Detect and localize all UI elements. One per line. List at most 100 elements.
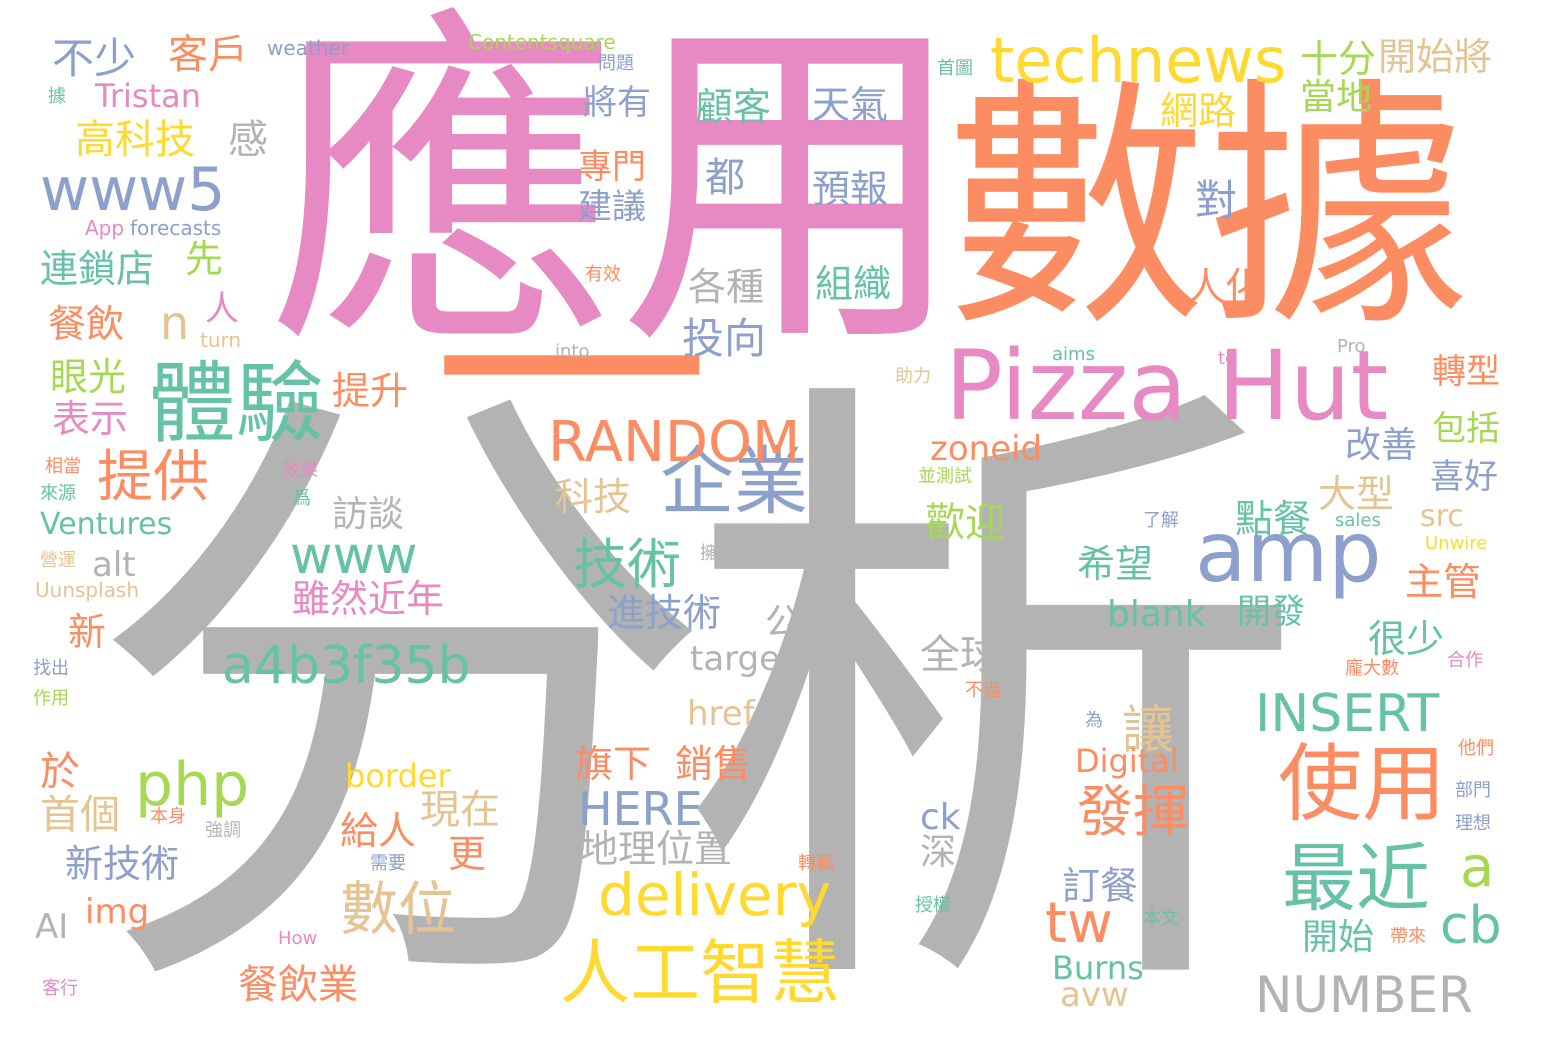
word: 提供 xyxy=(97,445,209,510)
word: 眼光 xyxy=(50,355,127,399)
word: 不過 xyxy=(965,680,1001,701)
word: 投向 xyxy=(682,314,767,363)
word: 據 xyxy=(48,86,66,107)
word: Unwire xyxy=(1425,533,1488,554)
word: 企業 xyxy=(660,439,808,525)
word: 連鎖店 xyxy=(40,247,155,291)
word: 包括 xyxy=(1432,409,1500,449)
word: 天氣 xyxy=(812,83,889,127)
word: 組織 xyxy=(815,262,892,306)
word: sales xyxy=(1335,510,1381,531)
word: AI xyxy=(35,907,69,947)
word: RANDOM xyxy=(548,410,801,475)
word: Uunsplash xyxy=(35,578,140,602)
word: 強調 xyxy=(205,820,241,841)
word: 銷售 xyxy=(675,742,752,786)
word: 效果 xyxy=(282,460,318,481)
word: Pizza Hut xyxy=(945,330,1389,442)
word: 大型 xyxy=(1318,472,1395,516)
word: 當地 xyxy=(1300,77,1373,118)
word: Contentsquare xyxy=(468,30,616,54)
word: 於 xyxy=(40,749,80,795)
word: 本文 xyxy=(1143,908,1179,929)
word: 助力 xyxy=(895,366,931,387)
word: 各種 xyxy=(688,265,765,309)
word: 對 xyxy=(1195,176,1238,225)
word: www5 xyxy=(40,155,226,225)
word: 分析 xyxy=(85,333,1309,1052)
word: How xyxy=(278,928,318,949)
word: 需要 xyxy=(370,853,406,874)
word: forecasts xyxy=(130,216,222,240)
word: technews xyxy=(990,24,1287,97)
word: img xyxy=(85,892,150,932)
word: 很少 xyxy=(1368,617,1445,661)
word: 找出 xyxy=(33,658,69,679)
word: 地理位置 xyxy=(580,827,733,871)
word: blank xyxy=(1107,594,1206,635)
word: 開始將 xyxy=(1378,35,1493,79)
word: 旗下 xyxy=(575,742,652,786)
word: border xyxy=(345,757,451,795)
word: 客行 xyxy=(42,978,78,999)
word: 將有 xyxy=(583,83,651,123)
word: 有效 xyxy=(585,264,621,285)
word: 數據 xyxy=(945,56,1469,361)
word: to xyxy=(1218,348,1237,369)
word: 提升 xyxy=(332,369,409,413)
word: 應用 xyxy=(268,0,968,391)
word: zoneid xyxy=(930,429,1043,469)
word: 最近 xyxy=(1282,836,1430,922)
word: 訪談 xyxy=(332,494,405,535)
word: into xyxy=(555,341,590,362)
word: 他們 xyxy=(1458,738,1494,759)
word: 發揮 xyxy=(1077,780,1189,845)
word: 科技 xyxy=(555,475,632,519)
word: avw xyxy=(1060,975,1129,1015)
word: n xyxy=(160,296,190,350)
word: 十分 xyxy=(1300,37,1377,81)
word: a4b3f35b xyxy=(222,636,471,696)
word: 一 xyxy=(432,238,711,513)
word: 改善 xyxy=(1345,425,1418,466)
word: 全球 xyxy=(920,632,1000,678)
word: 現在 xyxy=(420,787,500,833)
word: 作用 xyxy=(33,688,69,709)
word: 合作 xyxy=(1447,650,1483,671)
word: 專門 xyxy=(578,147,646,187)
word: 技術 xyxy=(573,533,681,596)
word: App xyxy=(85,216,125,240)
word: 首圖 xyxy=(937,58,973,79)
word: 網路 xyxy=(1160,89,1237,133)
word: 帶來 xyxy=(1390,926,1426,947)
word: 轉載 xyxy=(798,853,834,874)
word: 建議 xyxy=(578,187,646,227)
word: 開發 xyxy=(1237,592,1305,632)
word: 都 xyxy=(705,155,745,201)
word: 高科技 xyxy=(75,117,195,163)
word: 來源 xyxy=(40,483,76,504)
word: 本身 xyxy=(150,806,186,827)
word: Digital xyxy=(1075,742,1179,780)
word: 轉型 xyxy=(1432,352,1500,392)
word: 新技術 xyxy=(65,842,180,886)
word: 更 xyxy=(448,832,487,876)
word: 營運 xyxy=(40,550,76,571)
word: 給人 xyxy=(340,809,417,853)
word: 餐飲業 xyxy=(238,962,358,1008)
word: 更好 xyxy=(1105,426,1141,447)
word: 感 xyxy=(228,117,268,163)
word: 顧 xyxy=(540,516,558,537)
word: 爲 xyxy=(293,488,311,509)
word: 希望 xyxy=(1077,542,1154,586)
word: HERE xyxy=(578,782,703,836)
word: turn xyxy=(200,328,242,352)
word: 預報 xyxy=(812,167,889,211)
word: 不少 xyxy=(52,34,137,83)
word: tw xyxy=(1045,891,1113,956)
word: 為 xyxy=(1085,710,1103,731)
word: delivery xyxy=(598,861,831,929)
word: a xyxy=(1460,835,1495,900)
word: 客戶 xyxy=(168,32,248,78)
word: alt xyxy=(92,545,136,585)
